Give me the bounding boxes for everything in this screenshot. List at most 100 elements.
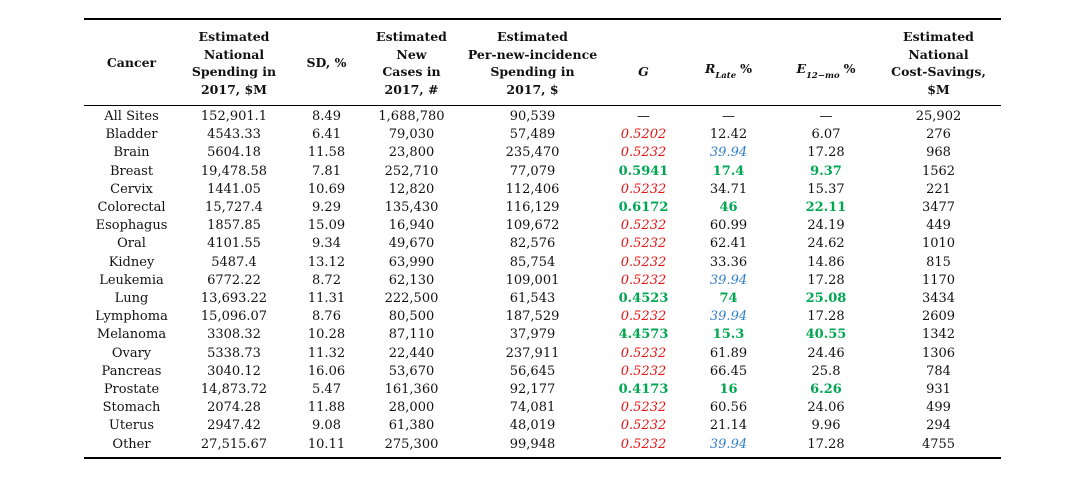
cell-g: 0.4173 (618, 382, 669, 398)
cell-e-12mo: — (819, 109, 833, 124)
table-row: Cervix 1441.05 10.69 12,820 112,406 0.5232 34.… (84, 181, 1001, 199)
cell-spending: 27,515.67 (200, 436, 268, 452)
cell-spending: 4101.55 (207, 236, 261, 252)
cell-per-incidence-spending: 109,001 (505, 272, 560, 288)
cell-cost-savings: 968 (926, 145, 951, 161)
cell-g: 0.4523 (618, 291, 669, 307)
col-header-sd: SD, % (289, 19, 364, 106)
cell-e-12mo: 6.26 (810, 382, 842, 398)
cell-new-cases: 53,670 (388, 363, 435, 379)
table-row: Breast 19,478.58 7.81 252,710 77,079 0.5941 17… (84, 163, 1001, 181)
cell-sd: 6.41 (312, 127, 341, 143)
cell-new-cases: 23,800 (388, 145, 435, 161)
cell-spending: 14,873.72 (200, 382, 268, 398)
table-row: Lymphoma 15,096.07 8.76 80,500 187,529 0.5232… (84, 308, 1001, 326)
cell-g: 0.5232 (620, 309, 667, 325)
cell-new-cases: 1,688,780 (378, 109, 445, 124)
cell-r-late: 33.36 (709, 254, 748, 270)
cell-g: 0.5232 (620, 181, 667, 197)
col-header-new-cases: Estimated New Cases in 2017, # (364, 19, 459, 106)
cell-e-12mo: 15.37 (807, 181, 845, 197)
cell-g: 0.5232 (620, 218, 667, 234)
cell-r-late: 60.56 (709, 400, 748, 416)
e-12mo-subscript: 12−mo (806, 71, 840, 82)
cell-e-12mo: 17.28 (807, 272, 845, 288)
cell-spending: 13,693.22 (200, 291, 268, 307)
cell-spending: 2947.42 (207, 418, 261, 434)
cell-new-cases: 62,130 (388, 272, 435, 288)
cell-g: 0.5232 (620, 400, 667, 416)
cell-sd: 11.58 (307, 145, 346, 161)
cell-per-incidence-spending: 235,470 (505, 145, 560, 161)
cell-r-late: 66.45 (709, 363, 748, 379)
cell-cost-savings: 1170 (921, 272, 956, 288)
cell-spending: 4543.33 (207, 127, 261, 143)
cell-per-incidence-spending: 116,129 (505, 200, 560, 216)
table-body: All Sites 152,901.1 8.49 1,688,780 90,539 — — —… (84, 106, 1001, 458)
cell-e-12mo: 9.96 (811, 418, 841, 434)
cell-cost-savings: 931 (926, 382, 951, 398)
cell-spending: 5604.18 (207, 145, 261, 161)
cell-new-cases: 161,360 (384, 382, 439, 398)
col-header-g: G (606, 19, 681, 106)
cell-per-incidence-spending: 187,529 (505, 309, 560, 325)
cell-cost-savings: 25,902 (915, 109, 962, 124)
cell-sd: 11.32 (307, 345, 346, 361)
cell-g: 0.5232 (620, 272, 667, 288)
cell-new-cases: 275,300 (384, 436, 439, 452)
cell-sd: 15.09 (307, 218, 346, 234)
cell-r-late: 61.89 (709, 345, 748, 361)
table-header: Cancer Estimated National Spending in 20… (84, 19, 1001, 106)
cell-cancer: Stomach (102, 400, 161, 416)
cancer-spending-table-container: Cancer Estimated National Spending in 20… (84, 18, 1001, 459)
cell-cancer: Cervix (110, 181, 153, 197)
cell-spending: 3040.12 (207, 363, 261, 379)
cell-e-12mo: 6.07 (811, 127, 841, 143)
cell-per-incidence-spending: 74,081 (509, 400, 556, 416)
col-header-r-late: RLate% (681, 19, 776, 106)
cell-sd: 9.29 (312, 200, 341, 216)
cell-r-late: 62.41 (709, 236, 748, 252)
cell-new-cases: 79,030 (388, 127, 435, 143)
cell-e-12mo: 24.06 (807, 400, 845, 416)
cell-per-incidence-spending: 237,911 (505, 345, 560, 361)
cell-cancer: Ovary (111, 345, 152, 361)
cell-new-cases: 222,500 (384, 291, 439, 307)
header-row: Cancer Estimated National Spending in 20… (84, 19, 1001, 106)
cell-cancer: Oral (117, 236, 146, 252)
cell-cost-savings: 784 (926, 363, 951, 379)
cell-per-incidence-spending: 77,079 (509, 163, 556, 179)
table-row: Leukemia 6772.22 8.72 62,130 109,001 0.5232 39… (84, 272, 1001, 290)
cell-spending: 2074.28 (207, 400, 261, 416)
table-row: Melanoma 3308.32 10.28 87,110 37,979 4.4573 15… (84, 326, 1001, 344)
cell-e-12mo: 25.8 (811, 363, 841, 379)
cell-per-incidence-spending: 37,979 (509, 327, 556, 343)
cell-sd: 10.69 (307, 181, 346, 197)
cell-spending: 15,096.07 (200, 309, 268, 325)
cell-cancer: Melanoma (96, 327, 167, 343)
cell-cancer: Prostate (103, 382, 160, 398)
cell-new-cases: 28,000 (388, 400, 435, 416)
cell-cost-savings: 815 (926, 254, 951, 270)
cell-cost-savings: 1342 (921, 327, 956, 343)
cell-per-incidence-spending: 61,543 (509, 291, 556, 307)
cell-r-late: 17.4 (712, 163, 745, 179)
cell-cost-savings: 221 (926, 181, 951, 197)
cell-spending: 1857.85 (207, 218, 261, 234)
cell-spending: 152,901.1 (200, 109, 268, 124)
cancer-spending-table: Cancer Estimated National Spending in 20… (84, 18, 1001, 459)
cell-cancer: Pancreas (101, 363, 162, 379)
cell-e-12mo: 9.37 (810, 163, 842, 179)
cell-cancer: Leukemia (99, 272, 164, 288)
cell-r-late: 34.71 (709, 181, 748, 197)
cell-sd: 11.88 (307, 400, 346, 416)
cell-sd: 11.31 (307, 291, 346, 307)
cell-sd: 10.28 (307, 327, 346, 343)
cell-cost-savings: 499 (926, 400, 951, 416)
cell-new-cases: 49,670 (388, 236, 435, 252)
cell-e-12mo: 24.19 (807, 218, 845, 234)
table-row: Other 27,515.67 10.11 275,300 99,948 0.5232 39… (84, 436, 1001, 458)
cell-sd: 7.81 (312, 163, 341, 179)
table-row: Bladder 4543.33 6.41 79,030 57,489 0.5202 12.4… (84, 126, 1001, 144)
cell-r-late: 21.14 (709, 418, 748, 434)
